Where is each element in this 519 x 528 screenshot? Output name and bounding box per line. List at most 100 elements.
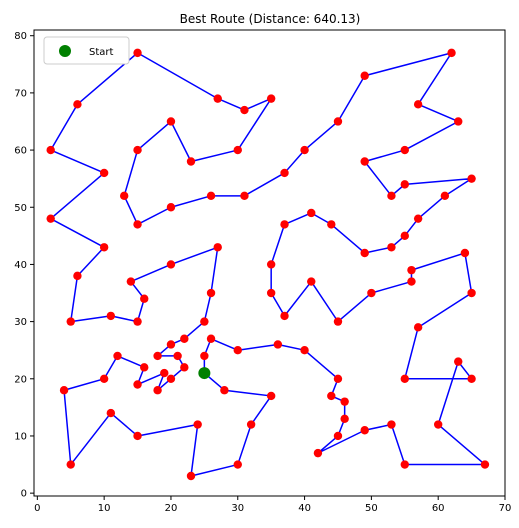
x-tick-label: 40 xyxy=(298,503,311,514)
city-point xyxy=(220,386,229,395)
x-tick-label: 60 xyxy=(432,503,445,514)
city-point xyxy=(66,460,75,469)
city-point xyxy=(400,145,409,155)
city-point xyxy=(213,243,222,252)
city-point xyxy=(360,71,369,80)
city-point xyxy=(327,220,336,229)
city-point xyxy=(233,460,242,469)
city-point xyxy=(140,363,149,372)
city-point xyxy=(59,386,69,395)
start-point xyxy=(198,367,211,380)
city-point xyxy=(99,243,109,252)
city-point xyxy=(447,48,456,58)
city-point xyxy=(133,220,142,229)
city-point xyxy=(440,191,450,201)
city-point xyxy=(133,48,142,58)
city-point xyxy=(186,471,196,481)
city-point xyxy=(173,351,182,361)
city-point xyxy=(300,345,309,355)
chart-title: Best Route (Distance: 640.13) xyxy=(180,12,361,26)
city-point xyxy=(413,214,423,223)
x-tick-label: 0 xyxy=(34,503,40,514)
city-point xyxy=(180,363,189,372)
city-point xyxy=(333,431,343,441)
city-point xyxy=(233,345,242,355)
city-point xyxy=(360,248,369,258)
city-point xyxy=(73,100,82,109)
city-point xyxy=(46,214,55,223)
city-point xyxy=(126,277,136,286)
city-point xyxy=(480,460,490,469)
city-point xyxy=(66,317,75,326)
city-point xyxy=(387,243,396,252)
x-tick-label: 20 xyxy=(165,503,178,514)
city-point xyxy=(113,351,122,361)
city-point xyxy=(333,374,343,383)
city-point xyxy=(160,368,169,378)
city-point xyxy=(340,414,349,424)
city-point xyxy=(240,105,249,115)
city-point xyxy=(206,334,216,343)
y-tick-label: 20 xyxy=(14,374,27,385)
start-layer xyxy=(198,367,211,380)
city-point xyxy=(166,203,176,212)
city-point xyxy=(387,191,396,201)
city-point xyxy=(307,208,316,218)
city-point xyxy=(266,288,276,298)
city-point xyxy=(166,374,176,383)
city-point xyxy=(387,420,396,429)
city-point xyxy=(106,311,116,321)
city-point xyxy=(400,374,409,383)
legend-start-label: Start xyxy=(89,47,114,58)
city-point xyxy=(140,294,149,303)
y-tick-label: 70 xyxy=(14,88,27,99)
y-tick-label: 80 xyxy=(14,31,27,42)
city-point xyxy=(166,117,176,126)
y-tick-label: 50 xyxy=(14,203,27,214)
city-point xyxy=(240,191,249,201)
city-point xyxy=(333,117,343,126)
city-point xyxy=(313,448,323,458)
city-point xyxy=(133,431,142,441)
city-point xyxy=(186,157,196,166)
city-point xyxy=(153,351,162,361)
city-point xyxy=(166,260,176,269)
city-point xyxy=(400,231,409,241)
city-point xyxy=(46,145,55,155)
x-tick-label: 70 xyxy=(499,503,512,514)
city-point xyxy=(153,386,162,395)
y-tick-label: 60 xyxy=(14,146,27,157)
city-point xyxy=(280,168,289,178)
city-point xyxy=(433,420,443,429)
x-tick-label: 30 xyxy=(231,503,244,514)
city-point xyxy=(307,277,316,286)
city-point xyxy=(180,334,189,343)
city-point xyxy=(280,220,289,229)
y-tick-label: 30 xyxy=(14,317,27,328)
city-point xyxy=(266,94,276,103)
city-point xyxy=(266,260,276,269)
city-point xyxy=(266,391,276,401)
city-point xyxy=(340,397,349,406)
x-tick-label: 50 xyxy=(365,503,378,514)
city-point xyxy=(133,317,142,326)
city-point xyxy=(99,168,109,178)
city-point xyxy=(206,288,216,298)
legend-start-marker xyxy=(59,45,71,57)
y-tick-label: 10 xyxy=(14,431,27,442)
city-point xyxy=(206,191,216,201)
legend-box xyxy=(43,36,130,65)
city-point xyxy=(99,374,109,383)
city-point xyxy=(166,340,176,349)
x-axis: 0 10 20 30 40 50 60 70 xyxy=(34,496,511,514)
city-point xyxy=(360,157,369,166)
city-point xyxy=(133,145,142,155)
city-point xyxy=(246,420,256,429)
city-point xyxy=(273,340,283,349)
city-point xyxy=(193,420,202,429)
city-point xyxy=(200,317,209,326)
city-point xyxy=(106,408,116,418)
city-point xyxy=(467,174,476,183)
city-point xyxy=(454,117,463,126)
